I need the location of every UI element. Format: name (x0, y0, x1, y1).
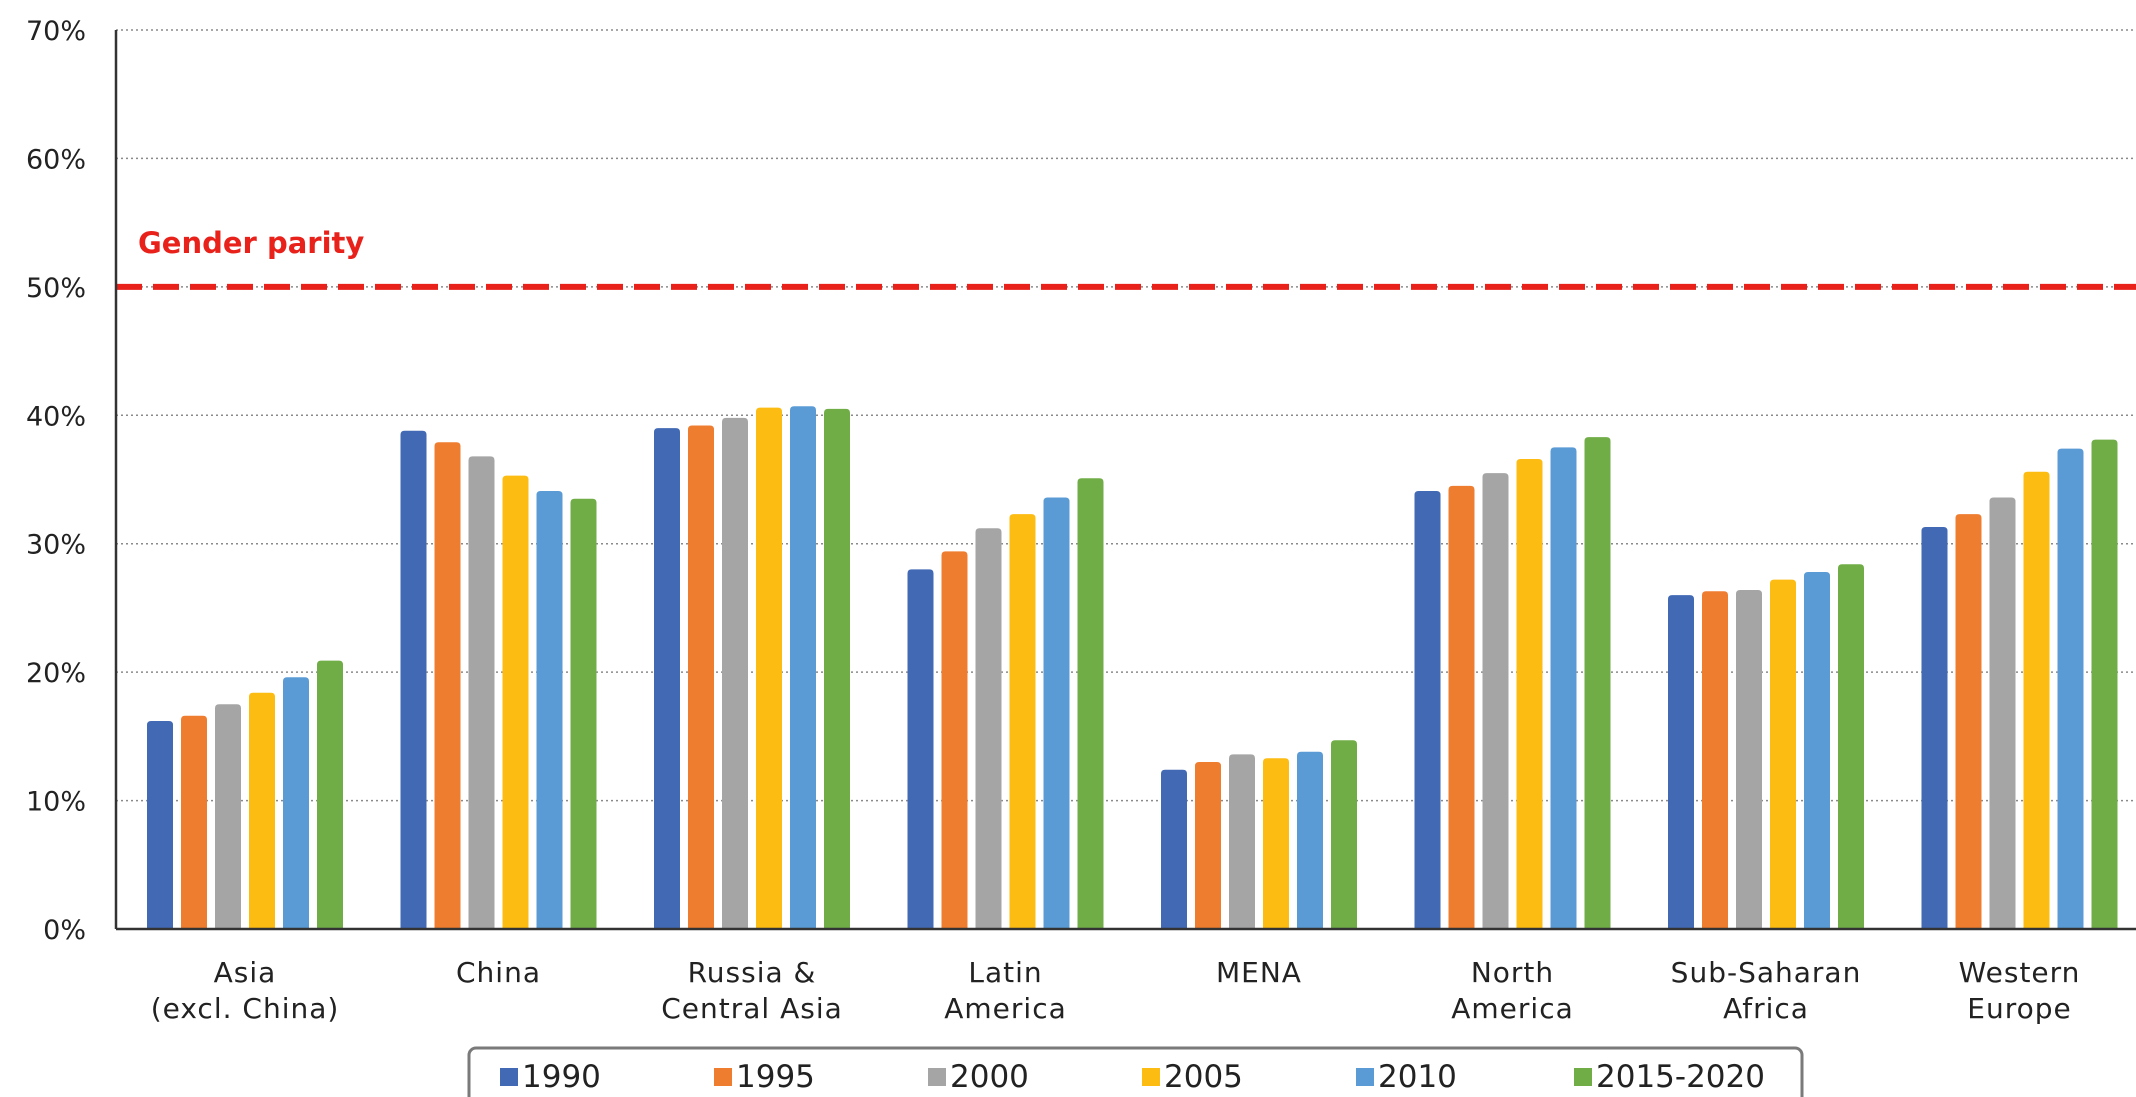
bar (1804, 571, 1830, 929)
bar (654, 428, 680, 929)
y-tick-label: 50% (26, 273, 86, 304)
bar (147, 720, 173, 929)
category-label: Sub-Saharan (1671, 956, 1862, 989)
reference-line-group: Gender parity (116, 226, 2136, 290)
legend-label: 2015-2020 (1596, 1059, 1765, 1095)
y-tick-label: 10% (26, 787, 86, 818)
bar (215, 704, 241, 929)
y-tick-label: 40% (26, 401, 86, 432)
bar (1838, 564, 1864, 929)
legend-swatch (714, 1068, 732, 1086)
legend-box (467, 1046, 1804, 1097)
legend-label: 1990 (522, 1059, 601, 1095)
y-tick-label: 0% (43, 915, 86, 946)
category-label: Western (1959, 956, 2081, 989)
bar (1077, 478, 1104, 929)
bar (1043, 497, 1070, 929)
bars (147, 406, 2118, 930)
bar (1989, 497, 2016, 929)
bar (975, 528, 1002, 929)
y-tick-label: 20% (26, 658, 86, 689)
bar (570, 498, 597, 929)
category-label: America (1451, 992, 1574, 1025)
bar (790, 406, 816, 929)
legend-swatch (500, 1068, 518, 1086)
category-label: Russia & (688, 956, 817, 989)
bar (400, 430, 427, 929)
y-tick-label: 70% (26, 16, 86, 47)
legend-label: 2005 (1164, 1059, 1243, 1095)
category-label: Africa (1723, 992, 1809, 1025)
category-label: Central Asia (661, 992, 843, 1025)
bar (1584, 437, 1611, 929)
bar (2057, 448, 2084, 929)
y-axis-ticks: 0% 10% 20% 30% 40% 50% 60% 70% (26, 16, 86, 946)
bar (1770, 579, 1796, 929)
category-label: America (944, 992, 1067, 1025)
gender-parity-label: Gender parity (138, 226, 364, 260)
bar (756, 407, 782, 930)
category-label: Asia (214, 956, 277, 989)
bar (907, 569, 934, 929)
bar (1414, 491, 1441, 929)
axes (114, 30, 2136, 931)
category-label: North (1471, 956, 1554, 989)
bar (1482, 473, 1509, 929)
bar (502, 475, 529, 929)
category-labels: Asia(excl. China) China Russia &Central As… (151, 956, 2081, 1025)
y-tick-label: 30% (26, 530, 86, 561)
bar (317, 660, 343, 929)
bar (1297, 751, 1323, 929)
bar (1331, 740, 1357, 929)
bar (1229, 754, 1255, 929)
bar (434, 442, 461, 929)
bar (1161, 769, 1187, 929)
bar (536, 491, 563, 929)
bar (1448, 485, 1475, 929)
category-label: Latin (968, 956, 1042, 989)
legend-label: 1995 (736, 1059, 815, 1095)
legend-swatch (1142, 1068, 1160, 1086)
legend-swatch (1356, 1068, 1374, 1086)
bar (283, 677, 309, 929)
bar (1263, 758, 1289, 929)
bar (1550, 447, 1577, 929)
bar (1668, 595, 1694, 929)
legend-label: 2010 (1378, 1059, 1457, 1095)
legend-swatch (928, 1068, 946, 1086)
bar (2091, 439, 2118, 929)
bar (181, 715, 207, 929)
bar (1516, 458, 1543, 929)
legend-label: 2000 (950, 1059, 1029, 1095)
category-label: (excl. China) (151, 992, 340, 1025)
bar (2023, 471, 2050, 929)
bar (824, 408, 850, 930)
bar (941, 551, 968, 929)
bar (1009, 514, 1036, 929)
category-label: MENA (1216, 956, 1302, 989)
bar (688, 425, 714, 929)
bar (468, 456, 495, 929)
legend: 1990 1995 2000 2005 2010 2015-2020 (467, 1046, 1804, 1097)
y-tick-label: 60% (26, 144, 86, 175)
category-label: China (456, 956, 541, 989)
bar (1702, 591, 1728, 929)
legend-swatch (1574, 1068, 1592, 1086)
bar (1736, 589, 1762, 929)
bar (1921, 527, 1948, 929)
bar (1955, 514, 1982, 929)
bar (249, 692, 275, 929)
category-label: Europe (1967, 992, 2071, 1025)
bar (722, 417, 748, 929)
bar (1195, 762, 1221, 929)
